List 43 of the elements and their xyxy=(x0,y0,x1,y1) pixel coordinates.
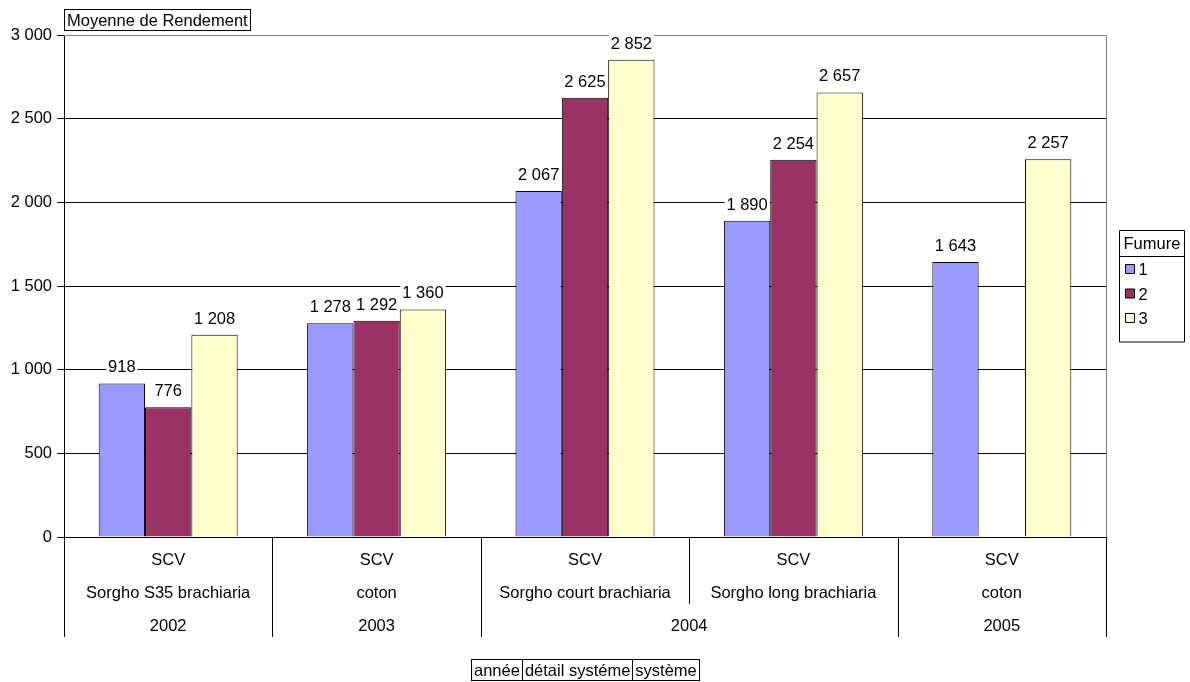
data-label: 1 208 xyxy=(193,308,236,327)
data-label: 2 657 xyxy=(819,66,861,85)
data-label: 918 xyxy=(108,357,136,376)
legend-label: 3 xyxy=(1138,309,1148,328)
data-label: 2 852 xyxy=(610,33,652,52)
data-label: 1 890 xyxy=(726,194,768,213)
y-axis-title: Moyenne de Rendement xyxy=(64,9,251,31)
category-label: SCV xyxy=(359,549,394,568)
category-label: SCV xyxy=(984,549,1019,568)
category-label: SCV xyxy=(151,549,186,568)
y-tick-label: 2 500 xyxy=(10,108,52,127)
data-label: 1 643 xyxy=(934,236,977,255)
y-tick-label: 1 000 xyxy=(10,359,52,378)
data-label: 1 278 xyxy=(309,297,351,316)
data-label: 2 254 xyxy=(772,133,815,152)
category-label: coton xyxy=(356,582,397,601)
data-label: 2 067 xyxy=(518,165,560,184)
category-label: coton xyxy=(981,582,1022,601)
text: détail systéme xyxy=(521,659,634,681)
category-label: Sorgho court brachiaria xyxy=(499,582,671,601)
data-label: 776 xyxy=(154,381,182,400)
data-label: 1 292 xyxy=(355,294,398,313)
category-label: 2003 xyxy=(358,615,395,634)
category-label: 2002 xyxy=(149,615,187,634)
legend-label: 2 xyxy=(1138,284,1148,303)
data-label: 1 360 xyxy=(402,283,444,302)
legend-title: Fumure xyxy=(1123,234,1181,253)
y-tick-label: 3 000 xyxy=(10,24,52,43)
category-label: SCV xyxy=(568,549,602,568)
data-label: 2 625 xyxy=(564,71,606,90)
y-tick-label: 500 xyxy=(24,442,52,461)
text: système xyxy=(632,659,700,681)
category-label: 2005 xyxy=(983,615,1021,634)
legend-label: 1 xyxy=(1138,260,1148,279)
category-label: Sorgho long brachiaria xyxy=(710,582,877,601)
category-label: 2004 xyxy=(670,615,708,634)
y-tick-label: 1 500 xyxy=(10,275,52,294)
y-tick-label: 0 xyxy=(42,526,52,545)
category-label: Sorgho S35 brachiaria xyxy=(86,582,251,601)
y-tick-label: 2 000 xyxy=(10,191,52,210)
data-label: 2 257 xyxy=(1027,133,1069,152)
category-label: SCV xyxy=(776,549,811,568)
text: année xyxy=(471,659,523,681)
